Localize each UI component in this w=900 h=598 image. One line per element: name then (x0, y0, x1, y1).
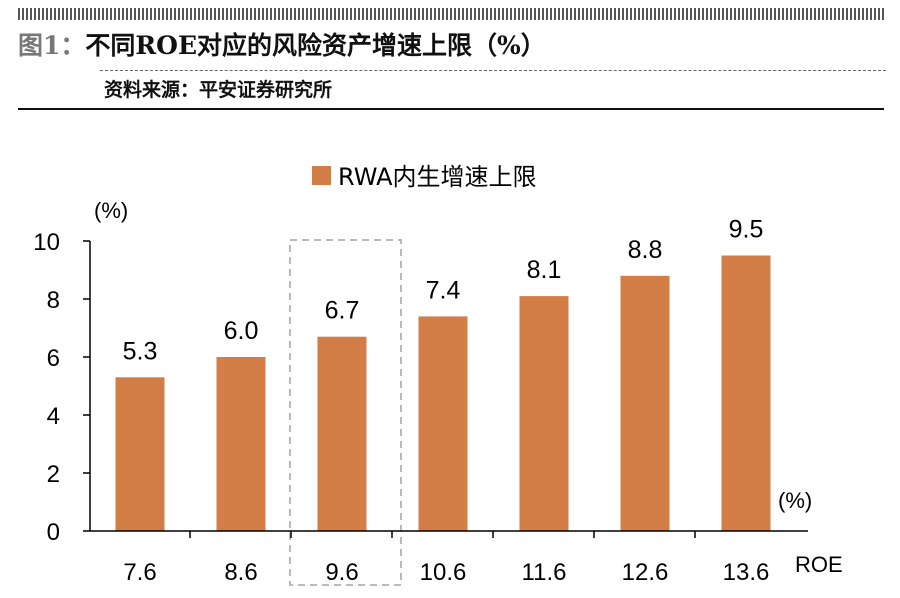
x-tick-label: 7.6 (123, 559, 156, 586)
header-solid-rule (18, 108, 884, 110)
legend-swatch (312, 166, 331, 185)
bar (620, 275, 670, 531)
x-tick-label: 11.6 (522, 559, 567, 586)
chart-legend: RWA内生增速上限 (312, 163, 537, 191)
figure-source: 资料来源：平安证券研究所 (104, 79, 333, 101)
top-dotted-rule (18, 8, 884, 20)
y-axis-unit: (%) (94, 198, 128, 223)
bar (418, 316, 468, 531)
x-tick-label: 12.6 (622, 559, 669, 586)
bar (216, 357, 266, 531)
y-tick-label: 0 (47, 519, 60, 546)
x-tick-label: 13.6 (723, 559, 770, 586)
y-tick-label: 2 (47, 461, 60, 488)
x-axis-unit: (%) (778, 488, 812, 513)
y-tick-label: 4 (47, 403, 60, 430)
bar-value-label: 7.4 (426, 276, 461, 304)
bar (115, 377, 165, 531)
title-dashed-rule (100, 70, 886, 71)
figure-number: 图1： (18, 31, 86, 60)
y-tick-label: 6 (47, 345, 60, 372)
x-axis-ticks: 7.6 8.6 9.6 10.6 11.6 12.6 13.6 (123, 531, 769, 586)
figure-title: 图1：不同ROE对应的风险资产增速上限（%） (18, 26, 546, 62)
bar-value-label: 5.3 (123, 337, 158, 365)
x-tick-label: 8.6 (224, 559, 257, 586)
x-tick-label: 10.6 (420, 559, 467, 586)
bar-value-label: 9.5 (729, 216, 764, 244)
bar (721, 255, 771, 531)
bar (317, 336, 367, 531)
legend-label: RWA内生增速上限 (338, 163, 537, 191)
y-axis-ticks: 0 2 4 6 8 10 (33, 229, 90, 546)
bar-series: 5.3 6.0 6.7 7.4 8.1 8.8 9.5 (115, 216, 771, 531)
bar-value-label: 8.8 (628, 236, 663, 264)
y-tick-label: 10 (33, 229, 60, 256)
x-tick-label: 9.6 (325, 559, 358, 586)
y-tick-label: 8 (47, 287, 60, 314)
bar-value-label: 8.1 (527, 256, 562, 284)
x-axis-label: ROE (795, 552, 843, 577)
bar (519, 296, 569, 531)
bar-value-label: 6.0 (224, 317, 259, 345)
bar-value-label: 6.7 (325, 297, 360, 325)
figure-title-text: 不同ROE对应的风险资产增速上限（%） (85, 31, 546, 60)
